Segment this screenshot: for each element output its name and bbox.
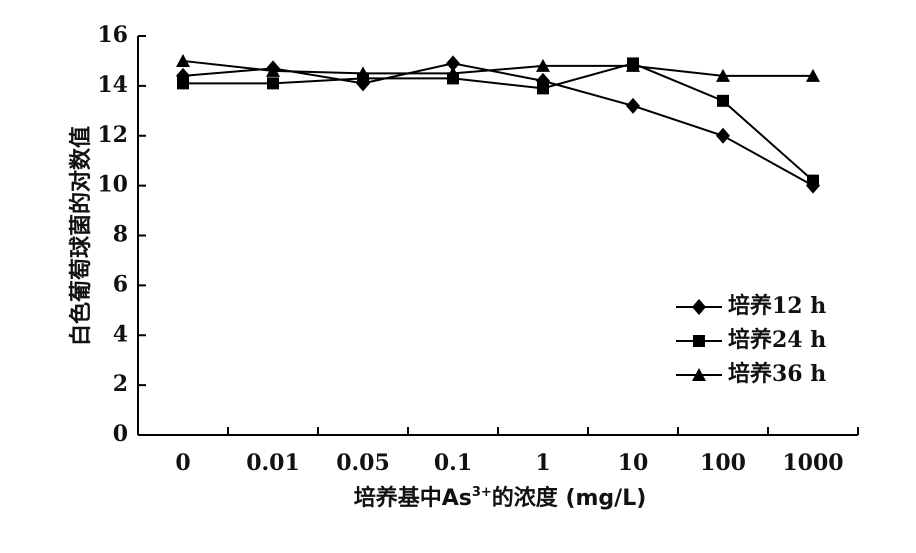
x-axis-label-tail: 的浓度 (mg/L) xyxy=(492,485,647,511)
square-marker xyxy=(177,77,189,90)
legend-diamond-marker xyxy=(692,299,706,315)
triangle-marker xyxy=(536,58,550,72)
y-tick-label: 14 xyxy=(97,72,128,98)
square-marker xyxy=(807,174,819,187)
series-line xyxy=(183,62,814,182)
diamond-marker xyxy=(626,97,640,114)
y-tick-label: 8 xyxy=(113,222,128,248)
triangle-marker xyxy=(626,58,640,72)
series-line xyxy=(182,59,813,77)
triangle-marker xyxy=(716,68,730,82)
triangle-marker xyxy=(806,68,820,82)
x-ticks: 0 0.01 0.05 0.1 1 10 100 1000 xyxy=(137,427,859,476)
y-ticks: 0 2 4 6 8 10 12 14 16 xyxy=(97,22,146,447)
y-tick-label: 4 xyxy=(113,321,128,347)
triangle-marker xyxy=(266,63,280,77)
triangle-marker xyxy=(356,66,370,80)
series-2 xyxy=(177,57,819,187)
triangle-marker xyxy=(446,66,460,80)
legend-item: 培养36 h xyxy=(676,361,826,387)
y-tick-label: 0 xyxy=(113,421,128,447)
x-tick-label: 1000 xyxy=(782,450,843,476)
square-marker xyxy=(267,77,279,90)
x-tick-label: 0.1 xyxy=(434,450,472,476)
series-group xyxy=(176,53,820,194)
square-marker xyxy=(717,94,729,107)
legend-label: 培养36 h xyxy=(728,361,826,387)
x-tick-label: 0.05 xyxy=(336,450,390,476)
square-marker xyxy=(537,82,549,95)
y-tick-label: 6 xyxy=(113,271,128,297)
x-tick-label: 0 xyxy=(175,450,190,476)
x-tick-label: 0.01 xyxy=(246,450,300,476)
legend-square-marker xyxy=(693,335,705,347)
diamond-marker xyxy=(716,127,730,144)
legend-item: 培养12 h xyxy=(676,293,826,319)
legend-label: 培养12 h xyxy=(728,293,826,319)
x-axis-label: 培养基中As3+的浓度 (mg/L) xyxy=(354,485,647,511)
x-tick-label: 1 xyxy=(535,450,550,476)
series-3 xyxy=(176,53,820,82)
y-tick-label: 12 xyxy=(97,122,128,148)
diamond-marker xyxy=(446,55,460,72)
y-tick-label: 16 xyxy=(97,22,128,48)
legend-label: 培养24 h xyxy=(728,327,826,353)
y-axis-label: 白色葡萄球菌的对数值 xyxy=(68,126,94,346)
y-tick-label: 10 xyxy=(97,172,128,198)
x-axis-label-main: 培养基中As xyxy=(354,485,472,511)
legend: 培养12 h 培养24 h 培养36 h xyxy=(676,293,826,387)
triangle-marker xyxy=(176,53,190,67)
legend-triangle-marker xyxy=(692,368,706,381)
legend-item: 培养24 h xyxy=(676,327,826,353)
x-tick-label: 100 xyxy=(700,450,746,476)
x-tick-label: 10 xyxy=(618,450,649,476)
x-axis-label-superscript: 3+ xyxy=(472,485,492,500)
y-tick-label: 2 xyxy=(113,371,128,397)
